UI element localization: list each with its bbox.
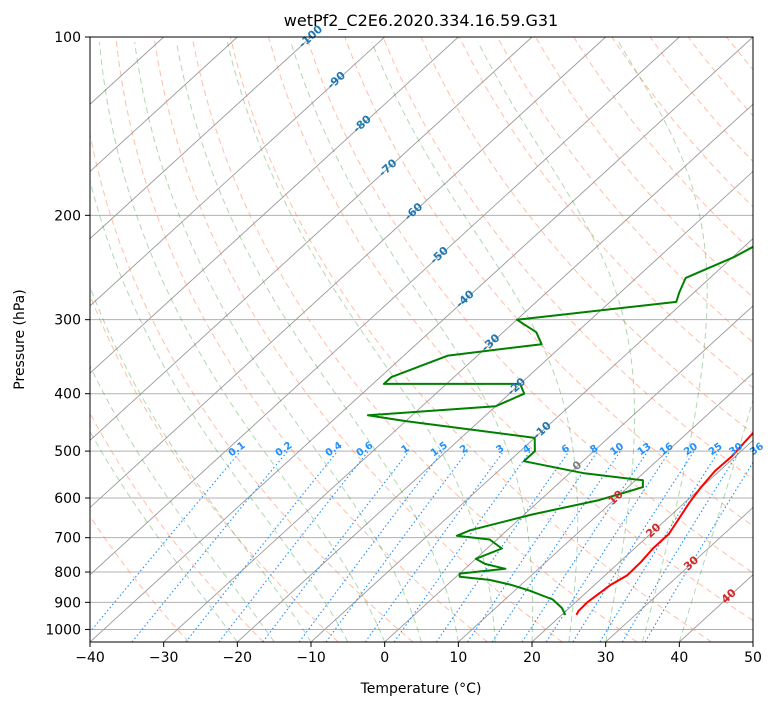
- isotherm-line: [458, 372, 753, 642]
- isotherm-line: [90, 37, 385, 307]
- dry-adiabat-line: [268, 37, 753, 622]
- mixing-ratio-line: [467, 450, 599, 642]
- y-tick-label: 700: [54, 531, 81, 547]
- x-tick-label: −10: [296, 650, 326, 666]
- mixing-ratio-line: [262, 450, 410, 642]
- y-tick-label: 1000: [45, 622, 81, 638]
- x-tick-label: 20: [523, 650, 541, 666]
- isotherm-line: [310, 238, 753, 642]
- dry-adiabat-line: [115, 37, 488, 642]
- mixing-ratio-line: [325, 450, 468, 642]
- isotherm-line: [90, 37, 238, 173]
- dry-adiabat-line: [306, 37, 753, 574]
- moist-adiabat-line: [371, 41, 579, 642]
- isotherm-line: [90, 37, 533, 441]
- isotherm-line: [237, 170, 753, 642]
- y-tick-label: 900: [54, 595, 81, 611]
- moist-adiabat-line: [134, 42, 422, 642]
- dewpoint-profile-line: [366, 245, 753, 616]
- mixing-ratio-line: [435, 450, 570, 642]
- x-tick-label: 50: [744, 650, 762, 666]
- mixing-ratio-line: [185, 450, 339, 642]
- isotherm-line: [90, 37, 606, 509]
- y-tick-label: 500: [54, 444, 81, 460]
- mixing-ratio-line: [90, 450, 242, 633]
- moist-adiabat-line: [98, 42, 386, 642]
- chart-title: wetPf2_C2E6.2020.334.16.59.G31: [284, 11, 558, 31]
- dry-adiabat-line: [191, 37, 638, 642]
- moist-adiabat-line: [90, 285, 312, 642]
- plot-frame: [89, 36, 754, 643]
- y-tick-label: 300: [54, 313, 81, 329]
- isotherm-line: [90, 37, 312, 240]
- x-tick-label: −20: [223, 650, 253, 666]
- isotherm-line: [163, 103, 753, 642]
- dry-adiabat-line: [229, 37, 712, 642]
- mixing-ratio-line: [393, 450, 531, 642]
- mixing-ratio-line: [621, 450, 740, 642]
- x-tick-label: 30: [597, 650, 615, 666]
- moist-adiabat-line: [90, 364, 275, 642]
- moist-adiabat-line: [477, 41, 635, 642]
- isotherm-line: [90, 37, 680, 576]
- mixing-ratio-line: [572, 450, 695, 642]
- moist-adiabat-line: [226, 41, 496, 642]
- moist-adiabat-line: [678, 398, 753, 642]
- dry-adiabat-line: [153, 37, 563, 642]
- x-tick-label: 0: [380, 650, 389, 666]
- isotherm-line: [384, 305, 753, 642]
- mixing-ratio-line: [364, 450, 505, 642]
- y-tick-label: 100: [54, 30, 81, 46]
- mixing-ratio-line: [491, 450, 621, 642]
- dry-adiabat-line: [90, 412, 264, 642]
- x-tick-label: 40: [670, 650, 688, 666]
- mixing-ratio-line: [298, 450, 444, 642]
- moist-adiabat-line: [176, 42, 459, 642]
- isotherm-line: [605, 506, 753, 642]
- x-axis-label: Temperature (°C): [360, 681, 482, 697]
- moist-adiabat-line: [90, 430, 238, 642]
- y-tick-label: 200: [54, 208, 81, 224]
- isotherm-line: [90, 37, 753, 642]
- x-tick-label: 10: [449, 650, 467, 666]
- dry-adiabat-line: [535, 37, 753, 298]
- x-tick-label: −30: [149, 650, 179, 666]
- y-tick-label: 600: [54, 491, 81, 507]
- moist-adiabat-line: [90, 178, 349, 642]
- y-axis-label: Pressure (hPa): [12, 289, 28, 389]
- mixing-ratio-line: [131, 450, 289, 642]
- dry-adiabat-line: [382, 37, 753, 481]
- dry-adiabat-line: [90, 131, 414, 642]
- x-tick-label: −40: [75, 650, 105, 666]
- moist-adiabat-line: [290, 41, 534, 642]
- y-tick-label: 800: [54, 565, 81, 581]
- moist-adiabat-line: [618, 41, 708, 642]
- dry-adiabat-line: [90, 515, 190, 642]
- y-tick-label: 400: [54, 387, 81, 403]
- isotherm-line: [90, 37, 459, 374]
- isotherm-line: [531, 439, 753, 642]
- mixing-ratio-line: [545, 450, 671, 642]
- temperature-profile-line: [575, 431, 753, 616]
